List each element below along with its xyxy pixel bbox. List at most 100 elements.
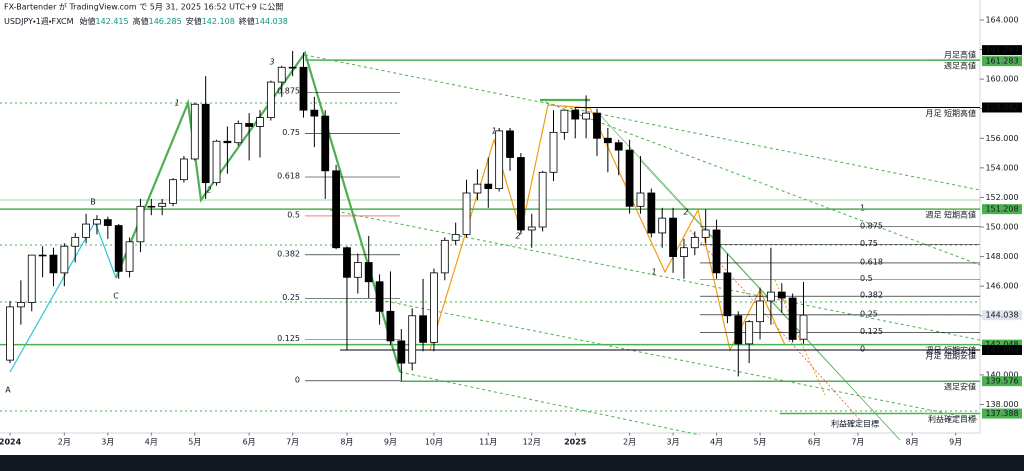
candle-body bbox=[473, 183, 482, 194]
candle-body bbox=[147, 205, 156, 208]
candle-body bbox=[321, 115, 330, 172]
candle-body bbox=[375, 281, 384, 312]
wave-label: 3 bbox=[269, 58, 274, 67]
trend-line bbox=[329, 209, 981, 341]
candle-body bbox=[777, 291, 786, 299]
candle-body bbox=[27, 254, 36, 303]
fib-label: 0.618 bbox=[277, 172, 300, 181]
symbol: USDJPY・1週・FXCM bbox=[4, 16, 74, 26]
target-label: 利益確定目標 bbox=[831, 419, 879, 429]
candle-body bbox=[506, 130, 514, 158]
x-tick-label: 2025 bbox=[564, 438, 587, 447]
ohlc-label: 高値 bbox=[133, 16, 149, 26]
x-tick-label: 5月 bbox=[188, 438, 201, 447]
fib-label: 0.618 bbox=[860, 257, 883, 266]
fib-label: 0.125 bbox=[277, 334, 300, 343]
candle-body bbox=[680, 247, 688, 257]
candle-body bbox=[343, 247, 351, 278]
x-tick-label: 3月 bbox=[667, 438, 680, 447]
price-tag bbox=[982, 408, 1022, 419]
candle-body bbox=[658, 217, 667, 234]
price-tag bbox=[982, 376, 1022, 387]
ohlc-value: 142.108 bbox=[202, 17, 235, 26]
fib-label: 0.875 bbox=[860, 221, 883, 230]
x-tick-label: 4月 bbox=[710, 438, 723, 447]
level-label: 週足高値 bbox=[944, 61, 976, 71]
fib-label: 0.125 bbox=[860, 327, 883, 336]
candle-body bbox=[245, 123, 254, 127]
price-tag bbox=[982, 102, 1022, 113]
candle-body bbox=[538, 171, 547, 228]
candle-body bbox=[462, 192, 471, 235]
candle-body bbox=[180, 158, 188, 181]
candle-body bbox=[6, 306, 14, 361]
candle-body bbox=[266, 81, 275, 118]
candle-body bbox=[669, 217, 677, 257]
fib-label: 0.75 bbox=[282, 128, 300, 137]
y-tick-label: 160.000 bbox=[985, 75, 1018, 84]
fib-label: 0.382 bbox=[860, 291, 883, 300]
footer-logo: TradingView bbox=[18, 459, 74, 468]
wave-orange bbox=[589, 107, 786, 352]
candle-body bbox=[647, 192, 656, 234]
candle-body bbox=[549, 131, 558, 173]
candle-body bbox=[212, 140, 221, 184]
wave-label: B bbox=[90, 198, 96, 207]
candle-body bbox=[767, 291, 775, 302]
x-tick-label: 3月 bbox=[101, 438, 114, 447]
last-price-tag bbox=[982, 310, 1022, 321]
fib-label: 0.5 bbox=[860, 274, 873, 283]
level-label: 利益確定目標 bbox=[928, 414, 976, 424]
ohlc-value: 146.285 bbox=[149, 17, 182, 26]
wave-label: 1 bbox=[491, 127, 496, 136]
candle-body bbox=[745, 321, 754, 345]
wave-label: 1 bbox=[174, 99, 179, 108]
candle-body bbox=[71, 236, 80, 247]
wave-label: A bbox=[5, 386, 11, 395]
candle-body bbox=[603, 137, 612, 144]
price-tag-label: 158.082 bbox=[985, 103, 1018, 112]
fib-label: 0.5 bbox=[287, 210, 300, 219]
wave-label: 2 bbox=[515, 232, 520, 241]
candle-body bbox=[419, 315, 427, 343]
ohlc-label: 始値 bbox=[80, 16, 96, 26]
candle-body bbox=[332, 170, 341, 249]
x-tick-label: 9月 bbox=[949, 438, 962, 447]
y-tick-label: 148.000 bbox=[985, 252, 1018, 261]
candle-body bbox=[125, 241, 134, 272]
x-tick-label: 8月 bbox=[340, 438, 353, 447]
x-tick-label: 10月 bbox=[425, 438, 443, 447]
candle-body bbox=[701, 229, 710, 238]
candle-body bbox=[223, 140, 232, 144]
candle-body bbox=[560, 109, 569, 133]
trend-line bbox=[539, 99, 981, 266]
ohlc-label: 安値 bbox=[186, 16, 202, 26]
candle-body bbox=[234, 123, 243, 144]
fib-label: 0 bbox=[295, 375, 300, 384]
x-tick-label: 6月 bbox=[243, 438, 256, 447]
price-tag bbox=[982, 204, 1022, 215]
wave-green bbox=[114, 50, 402, 373]
level-label: 週足 短期高値 bbox=[925, 210, 976, 220]
candle-body bbox=[82, 223, 90, 238]
wave-label: C bbox=[113, 292, 119, 301]
y-tick-label: 154.000 bbox=[985, 163, 1018, 172]
candle-body bbox=[723, 272, 732, 317]
candle-body bbox=[516, 157, 525, 231]
level-label: 月足 短期安値 bbox=[925, 351, 976, 361]
price-tag-label: 141.684 bbox=[985, 346, 1018, 355]
candle-body bbox=[60, 245, 69, 274]
candle-body bbox=[158, 202, 167, 207]
wave-label: 2 bbox=[206, 186, 211, 195]
y-tick-label: 156.000 bbox=[985, 134, 1018, 143]
candle-body bbox=[527, 226, 536, 231]
fib-label: 0 bbox=[860, 345, 865, 354]
price-tag bbox=[982, 345, 1022, 356]
candle-body bbox=[364, 262, 373, 283]
candle-body bbox=[201, 103, 210, 184]
candle-body bbox=[788, 297, 797, 340]
y-tick-label: 150.000 bbox=[985, 223, 1018, 232]
price-tag-label: 161.283 bbox=[985, 46, 1018, 55]
